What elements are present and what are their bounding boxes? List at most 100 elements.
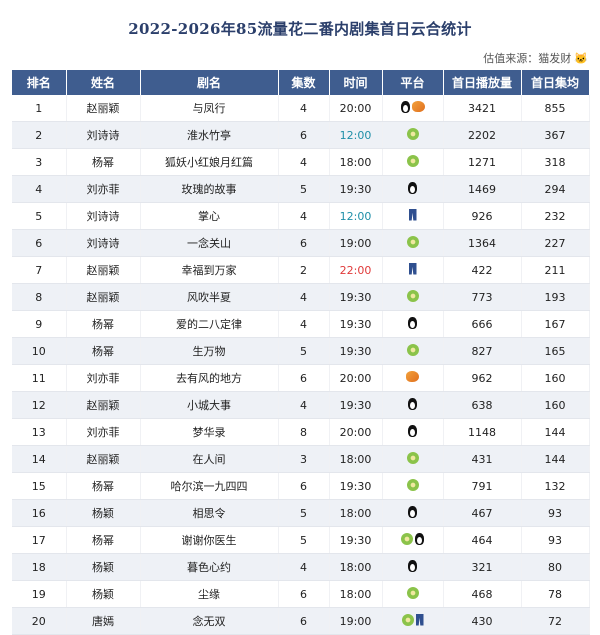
table-row: 19 杨颖 尘缘 6 18:00 468 78 (12, 580, 590, 608)
cell-drama: 生万物 (140, 337, 279, 365)
cell-time: 12:00 (329, 202, 383, 230)
cell-name: 杨颖 (66, 580, 141, 608)
cell-first-day-avg: 93 (521, 526, 590, 554)
cell-episodes: 4 (278, 283, 330, 311)
cell-platform (382, 553, 444, 581)
table-row: 12 赵丽颖 小城大事 4 19:30 638 160 (12, 391, 590, 419)
cell-first-day-views: 1148 (443, 418, 522, 446)
kiwi-icon (406, 235, 419, 248)
cell-drama: 一念关山 (140, 229, 279, 257)
cell-time: 12:00 (329, 121, 383, 149)
penguin-icon (400, 100, 410, 113)
cell-platform (382, 499, 444, 527)
source-text: 估值来源：猫发财 (483, 52, 572, 65)
table-row: 11 刘亦菲 去有风的地方 6 20:00 962 160 (12, 364, 590, 392)
cell-episodes: 4 (278, 148, 330, 176)
kiwi-icon (406, 586, 419, 599)
cell-first-day-views: 827 (443, 337, 522, 365)
cell-first-day-avg: 193 (521, 283, 590, 311)
penguin-icon (408, 559, 417, 572)
table-row: 1 赵丽颖 与凤行 4 20:00 3421 855 (12, 95, 590, 122)
cell-platform (382, 229, 444, 257)
cell-rank: 1 (12, 95, 67, 122)
penguin-icon (408, 424, 417, 437)
cell-platform (382, 418, 444, 446)
cell-drama: 哈尔滨一九四四 (140, 472, 279, 500)
penguin-icon (408, 397, 417, 410)
header-first-day-views: 首日播放量 (443, 70, 522, 95)
cell-drama: 在人间 (140, 445, 279, 473)
cell-rank: 2 (12, 121, 67, 149)
table-row: 3 杨幂 狐妖小红娘月红篇 4 18:00 1271 318 (12, 148, 590, 176)
cell-rank: 7 (12, 256, 67, 284)
cell-first-day-views: 791 (443, 472, 522, 500)
cell-name: 赵丽颖 (66, 445, 141, 473)
cell-platform (382, 337, 444, 365)
table-row: 17 杨幂 谢谢你医生 5 19:30 464 93 (12, 526, 590, 554)
cell-first-day-views: 926 (443, 202, 522, 230)
table-row: 4 刘亦菲 玫瑰的故事 5 19:30 1469 294 (12, 175, 590, 203)
table-row: 9 杨幂 爱的二八定律 4 19:30 666 167 (12, 310, 590, 338)
cell-platform (382, 256, 444, 284)
cell-rank: 8 (12, 283, 67, 311)
cell-name: 杨幂 (66, 148, 141, 176)
cell-drama: 谢谢你医生 (140, 526, 279, 554)
cell-platform (382, 175, 444, 203)
cell-platform (382, 364, 444, 392)
mango-icon (411, 101, 425, 112)
cell-rank: 16 (12, 499, 67, 527)
cell-name: 赵丽颖 (66, 256, 141, 284)
cell-first-day-views: 431 (443, 445, 522, 473)
cell-rank: 20 (12, 607, 67, 635)
cell-platform (382, 607, 444, 635)
cell-drama: 尘缘 (140, 580, 279, 608)
cell-rank: 11 (12, 364, 67, 392)
cell-rank: 14 (12, 445, 67, 473)
table-row: 16 杨颖 相思令 5 18:00 467 93 (12, 499, 590, 527)
cell-rank: 13 (12, 418, 67, 446)
table-row: 7 赵丽颖 幸福到万家 2 22:00 422 211 (12, 256, 590, 284)
cell-time: 19:00 (329, 229, 383, 257)
cell-first-day-views: 638 (443, 391, 522, 419)
cell-first-day-avg: 211 (521, 256, 590, 284)
header-drama: 剧名 (140, 70, 279, 95)
mango-icon (406, 371, 419, 382)
kiwi-icon (401, 532, 413, 545)
table-row: 2 刘诗诗 淮水竹亭 6 12:00 2202 367 (12, 121, 590, 149)
cell-rank: 12 (12, 391, 67, 419)
table-row: 18 杨颖 暮色心约 4 18:00 321 80 (12, 553, 590, 581)
cell-name: 刘亦菲 (66, 418, 141, 446)
cell-first-day-views: 467 (443, 499, 522, 527)
cell-first-day-avg: 78 (521, 580, 590, 608)
cell-rank: 9 (12, 310, 67, 338)
kiwi-icon (406, 343, 419, 356)
cell-episodes: 6 (278, 472, 330, 500)
cell-platform (382, 526, 444, 554)
cell-first-day-views: 962 (443, 364, 522, 392)
cell-episodes: 6 (278, 580, 330, 608)
cell-first-day-views: 1364 (443, 229, 522, 257)
cell-time: 18:00 (329, 445, 383, 473)
cell-drama: 去有风的地方 (140, 364, 279, 392)
cell-episodes: 4 (278, 391, 330, 419)
cell-rank: 15 (12, 472, 67, 500)
page-title: 2022-2026年85流量花二番内剧集首日云合统计 (128, 20, 472, 38)
table-header-row: 排名 姓名 剧名 集数 时间 平台 首日播放量 首日集均 (12, 70, 590, 95)
cell-time: 19:30 (329, 283, 383, 311)
kiwi-icon (401, 613, 414, 626)
cell-time: 18:00 (329, 499, 383, 527)
cell-name: 杨幂 (66, 526, 141, 554)
kiwi-icon (406, 451, 419, 464)
cell-name: 刘诗诗 (66, 202, 141, 230)
cell-first-day-views: 666 (443, 310, 522, 338)
penguin-icon (408, 181, 417, 194)
cell-name: 杨颖 (66, 499, 141, 527)
cell-first-day-avg: 144 (521, 445, 590, 473)
table-row: 15 杨幂 哈尔滨一九四四 6 19:30 791 132 (12, 472, 590, 500)
table-row: 10 杨幂 生万物 5 19:30 827 165 (12, 337, 590, 365)
cell-time: 19:30 (329, 175, 383, 203)
cell-first-day-views: 2202 (443, 121, 522, 149)
cell-episodes: 4 (278, 202, 330, 230)
jeans-icon (415, 613, 424, 626)
